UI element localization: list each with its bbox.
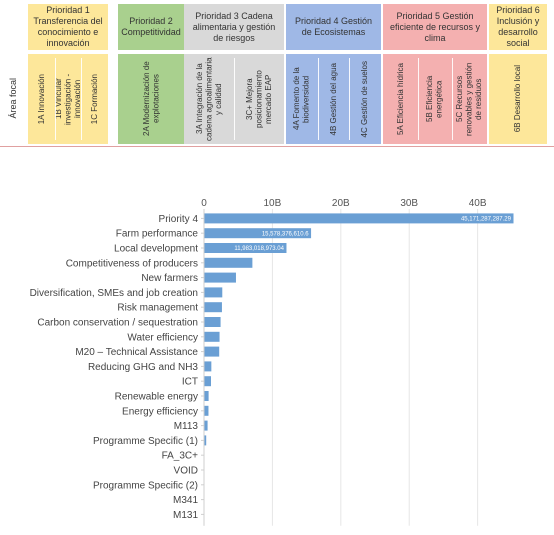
x-tick-label: 20B <box>332 198 350 209</box>
x-tick-label: 40B <box>469 198 487 209</box>
priority-header-4: Prioridad 4 Gestión de Ecosistemas <box>286 4 381 50</box>
category-label: Farm performance <box>116 229 199 240</box>
cell-divider <box>317 58 319 140</box>
category-label: Local development <box>114 244 198 255</box>
cell-divider <box>54 58 56 140</box>
x-tick-label: 30B <box>400 198 418 209</box>
focal-area-cell: 5B Eficiencia energética <box>417 54 453 144</box>
category-label: Energy efficiency <box>122 406 198 417</box>
category-label: Renewable energy <box>115 392 198 403</box>
category-label: Carbon conservation / sequestration <box>37 318 198 329</box>
cell-divider <box>417 58 419 140</box>
bar <box>204 331 220 342</box>
bar <box>204 243 287 253</box>
bar-chart: 0 10B 20B 30B 40B Priority 4 45,171,287,287.29… <box>30 198 514 526</box>
focal-area-cell: 5A Eficiencia hídrica <box>383 54 418 144</box>
focal-area-cell: 1B Vincular investigación - innovación <box>54 54 82 144</box>
priority-header-6: Prioridad 6 Inclusión y desarrollo socia… <box>489 4 547 50</box>
x-tick-label: 0 <box>201 198 207 209</box>
category-label: M131 <box>173 510 198 521</box>
category-label: M113 <box>174 421 199 432</box>
cell-divider <box>234 58 235 140</box>
category-label: M20 – Technical Assistance <box>75 347 198 358</box>
priority-table: Área focal Prioridad 1 Transferencia del … <box>0 0 554 150</box>
cell-divider <box>81 58 83 140</box>
focal-area-cell: 2A Modernización de explotaciones <box>118 54 184 144</box>
bar <box>204 361 212 372</box>
category-label: M341 <box>173 495 198 506</box>
category-label: Risk management <box>117 303 198 314</box>
bar <box>204 257 253 268</box>
cell-divider <box>349 58 351 140</box>
focal-area-cell: 1A Innovación <box>28 54 55 144</box>
bar-value-label: 45,171,287,287.29 <box>461 217 512 223</box>
bar <box>204 272 236 283</box>
focal-area-cell: 4B Gestión del agua <box>317 54 350 144</box>
bar <box>204 346 220 357</box>
category-label: New farmers <box>141 273 198 284</box>
category-label: Priority 4 <box>159 214 199 225</box>
bar-value-label: 11,983,018,973.04 <box>234 246 284 252</box>
category-label: Programme Specific (1) <box>93 436 198 447</box>
cell-divider <box>452 58 454 140</box>
priority-header-3: Prioridad 3 Cadena alimentaria y gestión… <box>184 4 284 50</box>
focal-area-label: Área focal <box>8 77 18 119</box>
focal-area-cell: 3C+ Mejora posicionamiento mercado EAP <box>234 54 284 144</box>
bar <box>204 405 209 416</box>
category-label: ICT <box>182 377 198 388</box>
category-label: Reducing GHG and NH3 <box>88 362 198 373</box>
x-tick-label: 10B <box>264 198 282 209</box>
bar <box>204 287 223 298</box>
bar-value-label: 15,578,376,610.6 <box>262 231 309 237</box>
category-label: Water efficiency <box>127 332 198 343</box>
bar <box>204 228 312 239</box>
bar <box>204 435 207 446</box>
table-bottom-rule <box>0 146 554 147</box>
bar <box>204 376 211 387</box>
category-label: Programme Specific (2) <box>93 480 198 491</box>
bar <box>204 420 208 431</box>
focal-area-cell: 4C Gestión de suelos <box>349 54 381 144</box>
focal-area-cell: 4A Fomento de la biodiversidad <box>286 54 318 144</box>
category-label: Competitiveness of producers <box>66 258 198 269</box>
priority-header-2: Prioridad 2 Competitividad <box>118 4 184 50</box>
priority-header-1: Prioridad 1 Transferencia del conocimien… <box>28 4 108 50</box>
category-label: FA_3C+ <box>162 451 199 462</box>
focal-area-cell: 1C Formación <box>81 54 108 144</box>
focal-area-cell: 6B Desarrollo local <box>489 54 547 144</box>
bar <box>204 317 221 327</box>
bar <box>204 213 514 224</box>
category-label: VOID <box>174 466 198 477</box>
category-label: Diversification, SMEs and job creation <box>30 288 198 299</box>
bar <box>204 391 209 401</box>
priority-header-5: Prioridad 5 Gestión eficiente de recurso… <box>383 4 487 50</box>
bar <box>204 302 222 313</box>
focal-area-cell: 5C Recursos renovables y gestión de resi… <box>452 54 487 144</box>
focal-area-cell: 3A Integración de la cadena agroalimenta… <box>184 54 234 144</box>
